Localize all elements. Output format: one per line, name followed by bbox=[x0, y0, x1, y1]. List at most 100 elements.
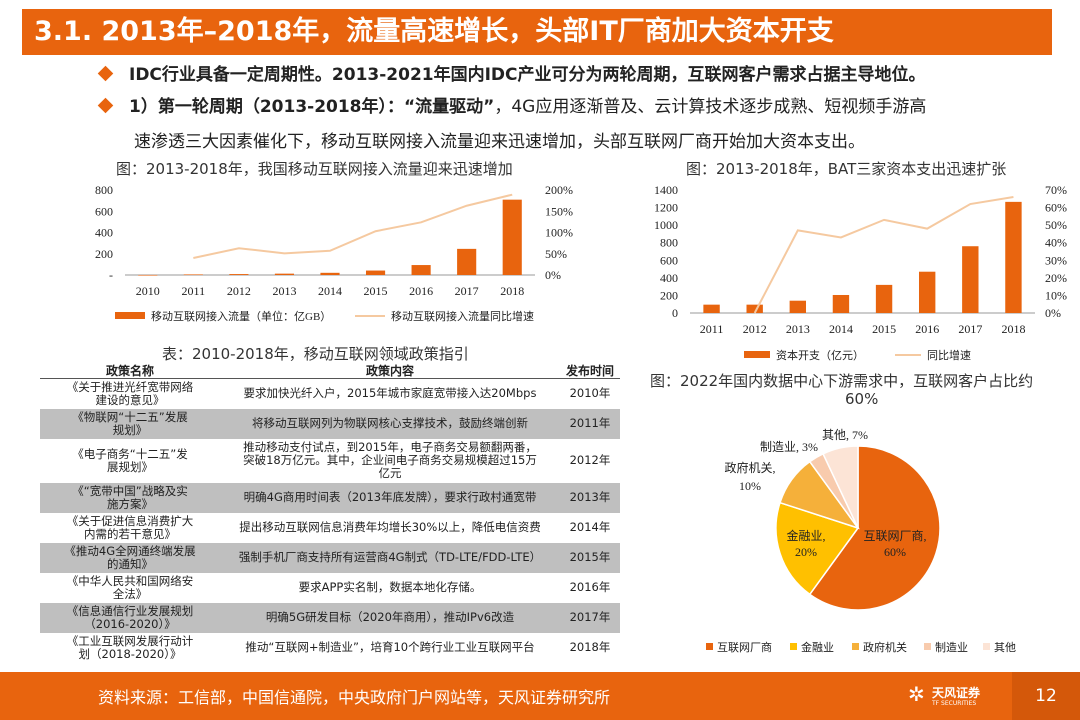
y-left-tick-label: 400 bbox=[660, 271, 678, 285]
bar bbox=[457, 248, 477, 275]
policy-content: 将移动互联网列为物联网核心支撑技术，鼓励终端创新 bbox=[220, 408, 560, 439]
x-tick-label: 2014 bbox=[829, 322, 853, 336]
source-note: 资料来源：工信部，中国信通院，中央政府门户网站等，天风证券研究所 bbox=[98, 688, 611, 707]
policy-name-line: （2016-2020）》 bbox=[84, 616, 176, 631]
table-row: 《物联网“十二五”发展 规划》 将移动互联网列为物联网核心支撑技术，鼓励终端创新 20… bbox=[40, 408, 620, 439]
bar bbox=[365, 270, 386, 275]
pie-slice-label: 制造业, 3% bbox=[760, 440, 818, 454]
bar bbox=[703, 304, 720, 313]
bar bbox=[183, 274, 203, 276]
policy-name: 《推动4G全网通终端发展 的通知》 bbox=[40, 542, 220, 573]
y-left-tick-label: 400 bbox=[95, 226, 113, 240]
y-right-tick-label: 70% bbox=[1045, 183, 1067, 197]
policy-content: 提出移动互联网信息消费年均增长30%以上，降低电信资费 bbox=[220, 513, 560, 543]
y-right-tick-label: 30% bbox=[1045, 253, 1067, 267]
pie-legend-swatch bbox=[706, 643, 713, 650]
policy-name-line: 《物联网“十二五”发展 bbox=[72, 409, 188, 424]
policy-year: 2017年 bbox=[560, 602, 620, 633]
policy-name-line: 《“宽带中国”战略及实 bbox=[72, 483, 188, 498]
bar bbox=[832, 294, 850, 313]
footer-bar: 资料来源：工信部，中国信通院，中央政府门户网站等，天风证券研究所 ✲ 天风证券 … bbox=[0, 672, 1080, 720]
x-tick-label: 2015 bbox=[364, 284, 388, 298]
growth-line bbox=[193, 193, 513, 259]
pie-legend-label: 其他 bbox=[994, 641, 1016, 654]
legend-line-label: 同比增速 bbox=[927, 348, 971, 362]
x-tick-label: 2014 bbox=[318, 284, 342, 298]
x-tick-label: 2016 bbox=[409, 284, 433, 298]
y-left-tick-label: 0 bbox=[672, 306, 678, 320]
bar bbox=[229, 274, 249, 275]
chart1-caption: 图：2013-2018年，我国移动互联网接入流量迎来迅速增加 bbox=[116, 160, 513, 178]
policy-content-line: 要求加快光纤入户，2015年城市家庭宽带接入达20Mbps bbox=[243, 386, 537, 401]
policy-name: 《“宽带中国”战略及实 施方案》 bbox=[40, 482, 220, 513]
table-row: 《“宽带中国”战略及实 施方案》 明确4G商用时间表（2013年底发牌），要求行政村… bbox=[40, 482, 620, 513]
policy-year: 2015年 bbox=[560, 542, 620, 573]
bullet-strong-text: 1）第一轮周期（2013-2018年）：“流量驱动” bbox=[129, 97, 495, 117]
y-right-tick-label: 100% bbox=[545, 226, 573, 240]
x-tick-label: 2011 bbox=[700, 322, 724, 336]
table-row: 《工业互联网发展行动计 划（2018-2020）》 推动“互联网+制造业”，培育10… bbox=[40, 633, 620, 663]
policy-content-line: 亿元 bbox=[378, 466, 402, 480]
legend-line-label: 移动互联网接入流量同比增速 bbox=[391, 309, 534, 323]
page-number: 12 bbox=[1012, 672, 1080, 720]
growth-line bbox=[753, 196, 1014, 314]
pie-slice-label: 60% bbox=[884, 545, 906, 559]
pie-slice-label: 20% bbox=[795, 545, 817, 559]
policy-content-line: 推动“互联网+制造业”，培育10个跨行业工业互联网平台 bbox=[245, 640, 535, 654]
policy-content-line: 明确5G研发目标（2020年商用），推动IPv6改造 bbox=[265, 610, 515, 624]
policy-content: 要求APP实名制，数据本地化存储。 bbox=[220, 573, 560, 603]
x-tick-label: 2013 bbox=[786, 322, 810, 336]
policy-name-line: 《电子商务“十二五”发 bbox=[72, 446, 188, 461]
pie-legend-label: 互联网厂商 bbox=[717, 640, 772, 654]
y-left-tick-label: 200 bbox=[660, 288, 678, 302]
policy-name-line: 全法》 bbox=[112, 586, 148, 601]
x-tick-label: 2012 bbox=[743, 322, 767, 336]
policy-name-line: 的通知》 bbox=[107, 556, 153, 571]
legend-bar-swatch bbox=[744, 351, 770, 358]
table-caption: 表：2010-2018年，移动互联网领域政策指引 bbox=[162, 345, 469, 363]
policy-year: 2012年 bbox=[569, 453, 611, 467]
y-right-tick-label: 150% bbox=[545, 204, 573, 218]
y-left-tick-label: 200 bbox=[95, 247, 113, 261]
bar bbox=[274, 273, 295, 275]
policy-name-line: 展规划》 bbox=[107, 459, 153, 474]
chart2-caption: 图：2013-2018年，BAT三家资本支出迅速扩张 bbox=[686, 160, 1007, 178]
policy-year: 2010年 bbox=[569, 386, 611, 401]
policy-content-line: 将移动互联网列为物联网核心支撑技术，鼓励终端创新 bbox=[252, 416, 528, 430]
policy-content-line: 推动移动支付试点，到2015年，电子商务交易额翻两番， bbox=[243, 440, 537, 454]
policy-name-line: 《关于促进信息消费扩大 bbox=[66, 513, 194, 528]
legend-bar-label: 移动互联网接入流量（单位：亿GB） bbox=[151, 309, 331, 323]
pie-slice bbox=[775, 501, 860, 596]
x-tick-label: 2018 bbox=[500, 284, 524, 298]
policy-content: 要求加快光纤入户，2015年城市家庭宽带接入达20Mbps bbox=[220, 379, 560, 409]
bar bbox=[320, 272, 340, 275]
policy-content: 强制手机厂商支持所有运营商4G制式（TD-LTE/FDD-LTE） bbox=[220, 542, 560, 573]
x-tick-label: 2015 bbox=[872, 322, 896, 336]
x-tick-label: 2018 bbox=[1001, 322, 1025, 336]
table-row: 《推动4G全网通终端发展 的通知》 强制手机厂商支持所有运营商4G制式（TD-LTE… bbox=[40, 542, 620, 573]
y-right-tick-label: 200% bbox=[545, 183, 573, 197]
pie-caption-line2: 60% bbox=[845, 390, 879, 408]
policy-name: 《信息通信行业发展规划 （2016-2020）》 bbox=[40, 602, 220, 633]
x-tick-label: 2010 bbox=[136, 284, 160, 298]
page-title: 3.1. 2013年–2018年，流量高速增长，头部IT厂商加大资本开支 bbox=[22, 9, 1052, 55]
y-left-tick-label: - bbox=[109, 268, 113, 282]
pie-slice-label: 金融业, bbox=[786, 528, 825, 543]
policy-name: 《关于推进光纤宽带网络 建设的意见》 bbox=[40, 379, 220, 409]
table-header-content: 政策内容 bbox=[220, 364, 560, 379]
y-left-tick-label: 1200 bbox=[654, 201, 678, 215]
policy-content: 明确5G研发目标（2020年商用），推动IPv6改造 bbox=[220, 602, 560, 633]
policy-name-line: 《中华人民共和国网络安 bbox=[66, 573, 194, 588]
pie-slice-label: 其他, 7% bbox=[822, 428, 868, 442]
policy-name-line: 《推动4G全网通终端发展 bbox=[64, 543, 196, 558]
pie-legend-label: 金融业 bbox=[801, 640, 834, 654]
policy-name: 《关于促进信息消费扩大 内需的若干意见》 bbox=[40, 513, 220, 543]
table-row: 《关于推进光纤宽带网络 建设的意见》 要求加快光纤入户，2015年城市家庭宽带接入达… bbox=[40, 379, 620, 409]
y-right-tick-label: 50% bbox=[1045, 218, 1067, 232]
x-tick-label: 2012 bbox=[227, 284, 251, 298]
table-row: 《电子商务“十二五”发 展规划》 推动移动支付试点，到2015年，电子商务交易额翻两… bbox=[40, 439, 620, 483]
policy-name-line: 施方案》 bbox=[107, 496, 153, 511]
x-tick-label: 2017 bbox=[958, 322, 982, 336]
bullet-first-cycle: 1）第一轮周期（2013-2018年）：“流量驱动”，4G应用逐渐普及、云计算技… bbox=[97, 92, 1060, 122]
